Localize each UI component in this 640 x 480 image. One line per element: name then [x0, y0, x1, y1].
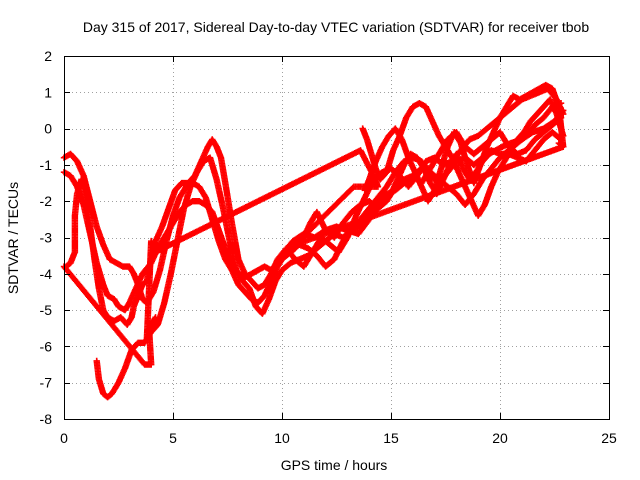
x-tick-labels: 0 5 10 15 20 25 — [60, 430, 617, 446]
x-tick-label: 25 — [601, 430, 617, 446]
x-tick-label: 5 — [169, 430, 177, 446]
data-point — [557, 114, 565, 121]
y-tick-label: 0 — [44, 121, 52, 137]
y-tick-label: -2 — [40, 193, 53, 209]
axis-ticks — [64, 56, 610, 420]
y-tick-label: -5 — [40, 302, 53, 318]
x-tick-label: 0 — [60, 430, 68, 446]
y-tick-labels: -8 -7 -6 -5 -4 -3 -2 -1 0 1 2 — [40, 48, 53, 427]
y-tick-label: -3 — [40, 230, 53, 246]
data-point — [556, 115, 564, 122]
y-tick-label: -4 — [40, 266, 53, 282]
y-tick-label: -6 — [40, 338, 53, 354]
series-track-c — [62, 85, 567, 328]
data-layer — [60, 81, 567, 401]
x-tick-label: 20 — [492, 430, 508, 446]
data-point — [555, 139, 563, 147]
y-tick-label: 2 — [44, 48, 52, 64]
y-tick-label: -8 — [40, 411, 53, 427]
series-track-f — [361, 81, 567, 205]
x-tick-label: 10 — [274, 430, 290, 446]
x-tick-label: 15 — [383, 430, 399, 446]
y-tick-label: -7 — [40, 375, 53, 391]
data-point — [556, 140, 564, 148]
chart-title: Day 315 of 2017, Sidereal Day-to-day VTE… — [83, 19, 590, 35]
series-scattered — [60, 139, 567, 368]
y-tick-label: 1 — [44, 84, 52, 100]
y-tick-label: -1 — [40, 157, 53, 173]
x-axis-label: GPS time / hours — [281, 457, 388, 473]
y-axis-label: SDTVAR / TECUs — [5, 182, 21, 294]
